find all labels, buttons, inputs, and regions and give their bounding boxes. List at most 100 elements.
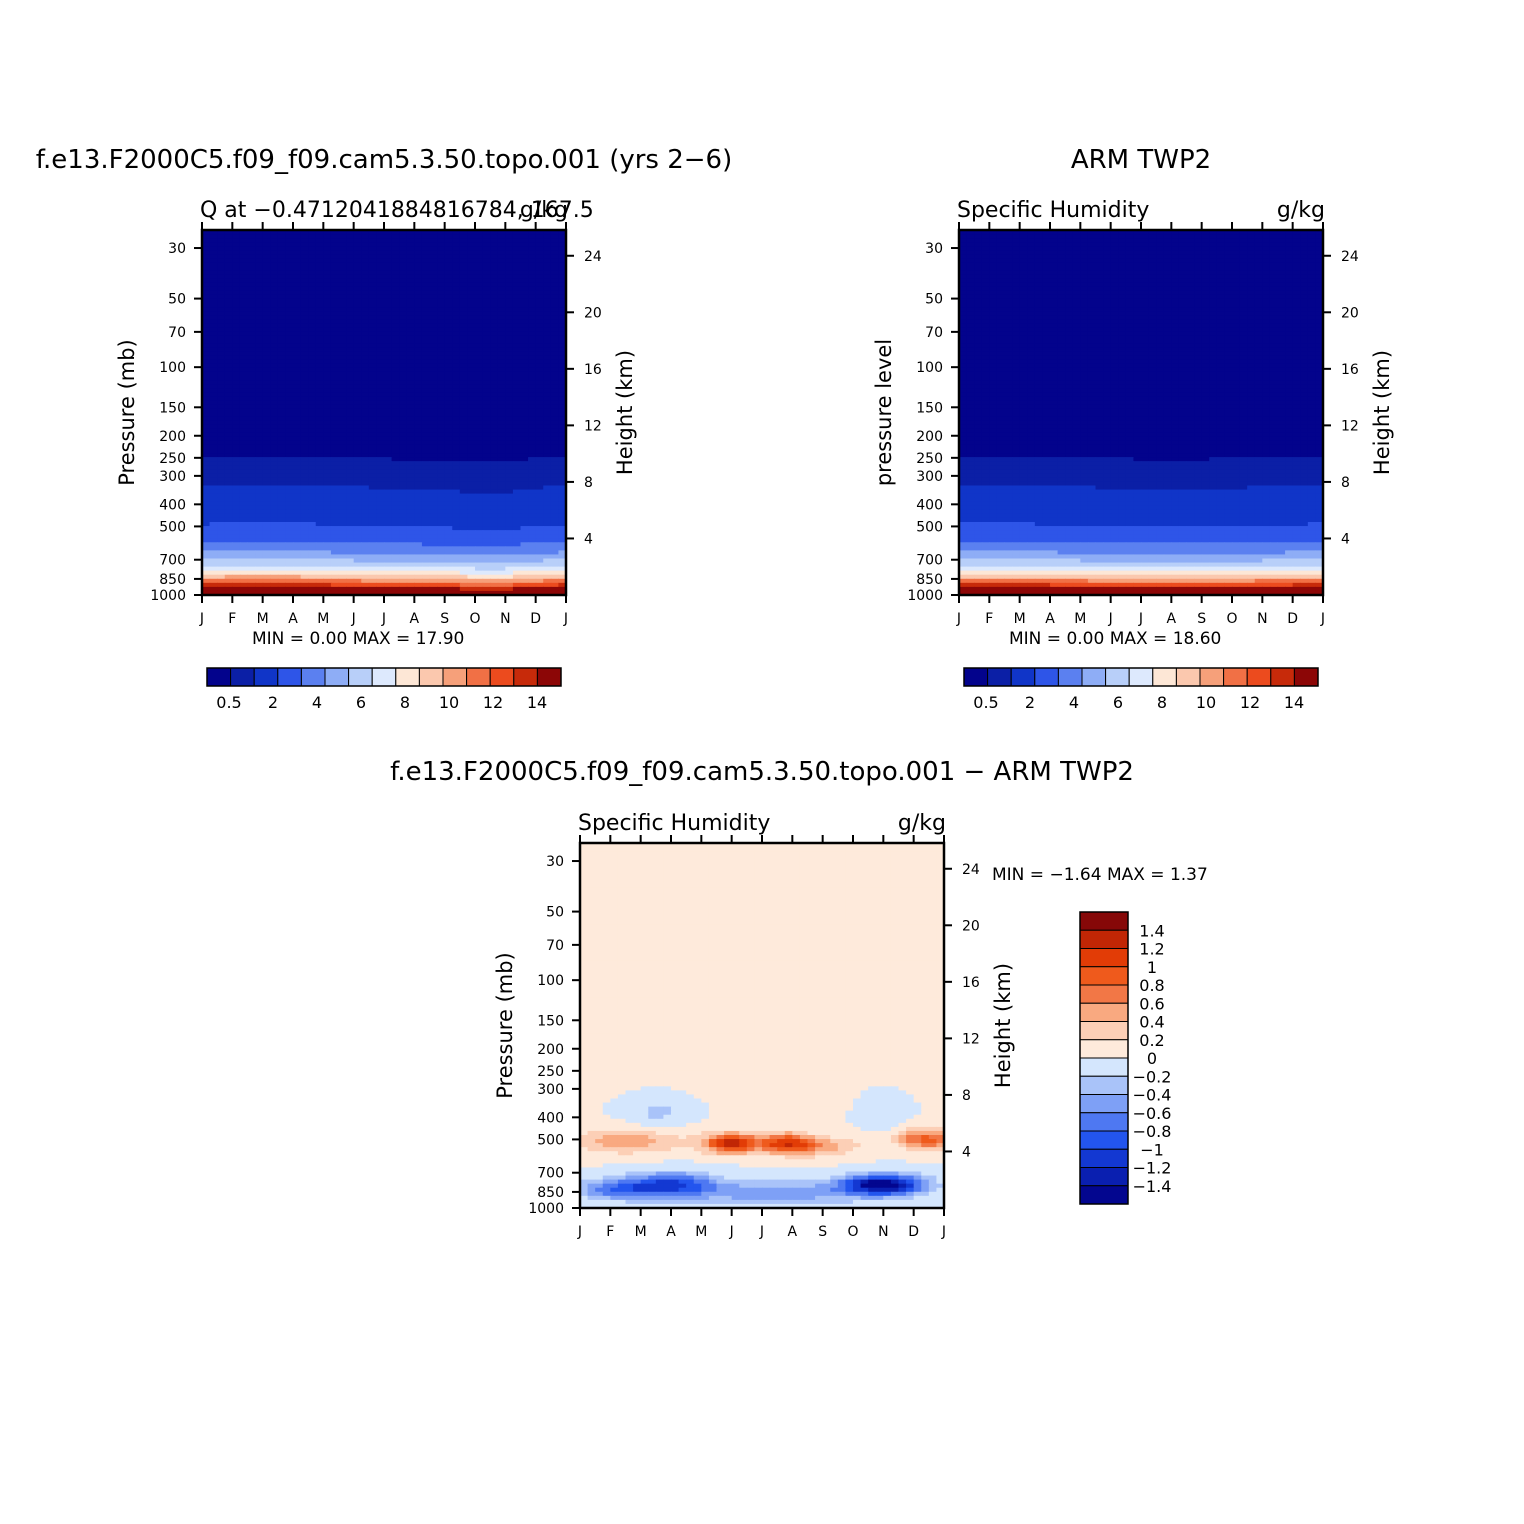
- contour-cell: [300, 538, 309, 543]
- contour-cell: [497, 363, 506, 369]
- contour-cell: [512, 501, 522, 507]
- contour-cell: [330, 436, 340, 442]
- contour-cell: [543, 274, 552, 280]
- contour-cell: [429, 558, 438, 564]
- contour-cell: [209, 538, 218, 543]
- contour-cell: [475, 347, 484, 353]
- contour-cell: [239, 449, 249, 454]
- contour-cell: [482, 473, 491, 478]
- contour-cell: [528, 315, 537, 320]
- contour-cell: [452, 278, 461, 284]
- contour-cell: [391, 303, 400, 308]
- contour-cell: [475, 513, 484, 519]
- contour-cell: [217, 266, 226, 272]
- contour-cell: [338, 335, 347, 341]
- contour-cell: [285, 347, 294, 353]
- contour-cell: [467, 343, 476, 349]
- contour-cell: [239, 444, 249, 450]
- contour-cell: [224, 424, 233, 430]
- contour-cell: [497, 590, 506, 595]
- contour-cell: [202, 376, 211, 381]
- contour-cell: [550, 303, 560, 308]
- contour-cell: [535, 436, 544, 442]
- contour-cell: [315, 489, 324, 495]
- contour-cell: [293, 546, 302, 551]
- contour-cell: [437, 315, 446, 320]
- contour-cell: [543, 363, 552, 369]
- contour-cell: [429, 303, 438, 308]
- contour-cell: [346, 436, 355, 442]
- contour-cell: [482, 339, 491, 345]
- contour-cell: [368, 303, 378, 308]
- contour-cell: [368, 444, 378, 450]
- contour-cell: [1072, 274, 1081, 280]
- contour-cell: [444, 270, 453, 276]
- contour-cell: [217, 234, 226, 239]
- contour-cell: [285, 469, 294, 474]
- contour-cell: [232, 554, 241, 560]
- contour-cell: [399, 408, 408, 414]
- contour-cell: [452, 274, 461, 280]
- contour-cell: [368, 286, 378, 292]
- contour-cell: [330, 266, 340, 272]
- contour-cell: [558, 294, 566, 300]
- contour-cell: [353, 473, 362, 478]
- contour-cell: [368, 570, 378, 576]
- contour-cell: [376, 351, 385, 357]
- contour-cell: [209, 250, 218, 255]
- contour-cell: [1125, 242, 1135, 247]
- contour-cell: [1080, 238, 1089, 243]
- contour-cell: [459, 509, 469, 515]
- contour-cell: [202, 558, 211, 564]
- colorbar-label: 12: [483, 693, 503, 712]
- contour-cell: [300, 562, 309, 568]
- contour-cell: [444, 400, 453, 405]
- contour-cell: [520, 526, 529, 531]
- contour-cell: [1178, 274, 1188, 280]
- contour-cell: [209, 323, 218, 328]
- contour-cell: [346, 574, 355, 580]
- contour-cell: [414, 380, 423, 385]
- contour-cell: [1019, 258, 1028, 264]
- contour-cell: [376, 554, 385, 560]
- contour-cell: [209, 489, 218, 495]
- contour-cell: [323, 534, 332, 539]
- contour-cell: [323, 278, 332, 284]
- contour-cell: [1004, 234, 1013, 239]
- contour-cell: [293, 319, 302, 324]
- contour-cell: [452, 396, 461, 401]
- contour-cell: [1300, 246, 1309, 251]
- contour-cell: [558, 392, 566, 397]
- contour-cell: [437, 554, 446, 560]
- contour-cell: [475, 392, 484, 397]
- contour-cell: [209, 404, 218, 410]
- contour-cell: [1019, 266, 1028, 272]
- contour-cell: [505, 432, 514, 438]
- contour-cell: [1163, 258, 1172, 264]
- contour-cell: [376, 339, 385, 345]
- contour-cell: [224, 590, 233, 595]
- contour-cell: [376, 501, 385, 507]
- contour-cell: [482, 319, 491, 324]
- contour-cell: [353, 513, 362, 519]
- contour-cell: [346, 294, 355, 300]
- contour-cell: [285, 550, 294, 556]
- contour-cell: [550, 408, 560, 414]
- contour-cell: [475, 396, 484, 401]
- contour-cell: [490, 311, 499, 316]
- contour-cell: [452, 392, 461, 397]
- contour-cell: [505, 526, 514, 531]
- contour-cell: [232, 376, 241, 381]
- contour-cell: [399, 238, 408, 243]
- contour-cell: [376, 258, 385, 264]
- contour-cell: [232, 323, 241, 328]
- contour-cell: [399, 457, 408, 462]
- x-tick-label: J: [563, 611, 568, 627]
- contour-cell: [293, 440, 302, 446]
- contour-cell: [1027, 274, 1036, 280]
- contour-cell: [558, 282, 566, 288]
- contour-cell: [330, 562, 340, 568]
- contour-cell: [262, 331, 271, 337]
- contour-cell: [391, 526, 400, 531]
- contour-cell: [1027, 270, 1036, 276]
